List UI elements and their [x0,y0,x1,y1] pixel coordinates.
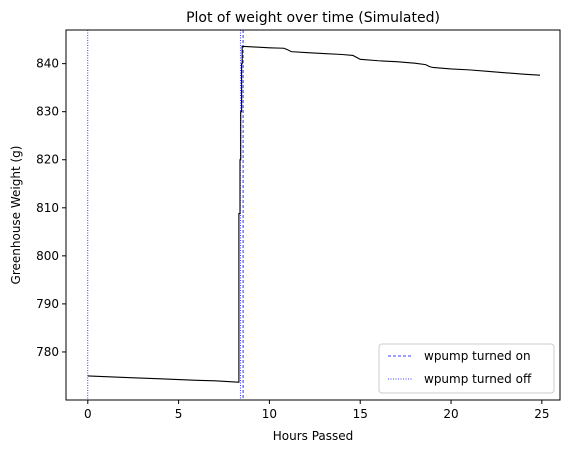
x-tick-label: 20 [443,407,458,421]
y-tick-label: 780 [36,345,59,359]
y-tick-label: 830 [36,105,59,119]
y-tick-label: 820 [36,153,59,167]
x-tick-label: 15 [353,407,368,421]
y-tick-label: 800 [36,249,59,263]
x-axis: 0 5 10 15 20 25 [84,400,549,421]
x-tick-label: 0 [84,407,92,421]
y-tick-label: 790 [36,297,59,311]
axes-frame [65,29,561,401]
x-tick-label: 5 [175,407,183,421]
x-axis-label: Hours Passed [273,429,354,443]
legend: wpump turned on wpump turned off [378,343,555,394]
plot-area [87,30,541,400]
weight-series-line [87,45,541,383]
x-tick-label: 25 [534,407,549,421]
y-axis-label: Greenhouse Weight (g) [9,146,23,285]
legend-label-off: wpump turned off [424,372,532,386]
y-axis: 780 790 800 810 820 830 840 [36,57,66,359]
y-tick-label: 810 [36,201,59,215]
legend-label-on: wpump turned on [424,349,531,363]
chart-title: Plot of weight over time (Simulated) [186,10,440,26]
y-tick-label: 840 [36,57,59,71]
x-tick-label: 10 [262,407,277,421]
legend-box [378,343,555,394]
